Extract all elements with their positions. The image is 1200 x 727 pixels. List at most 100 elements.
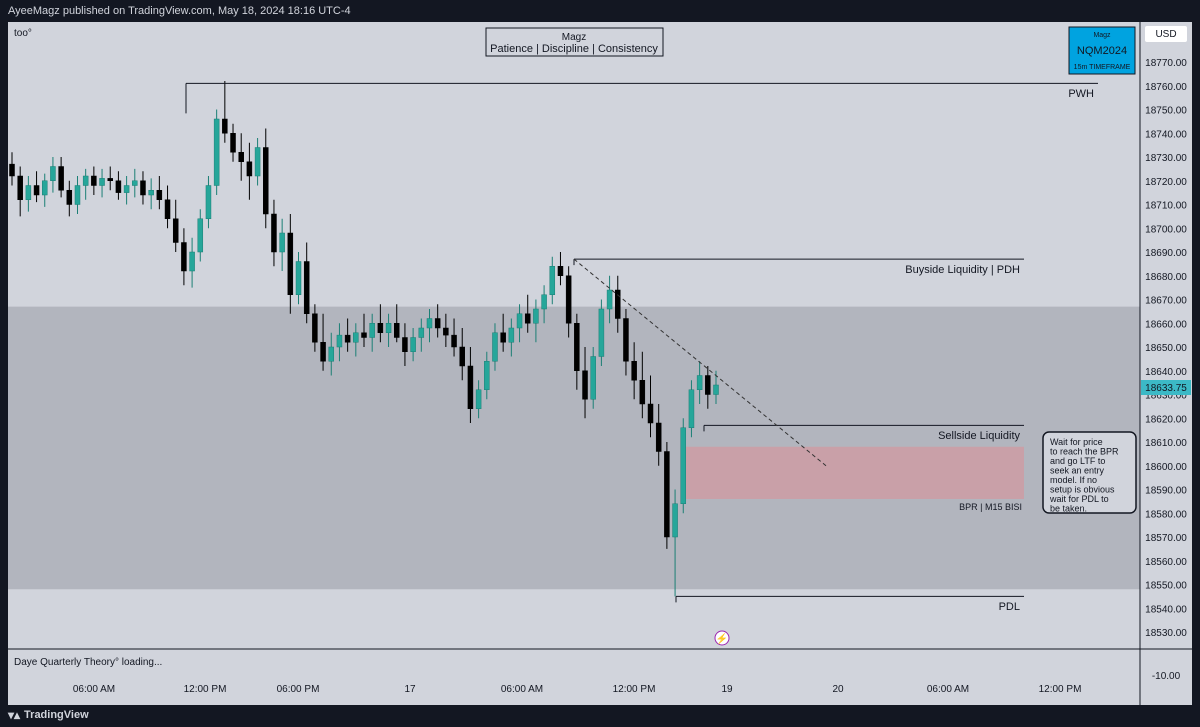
candle-body bbox=[443, 327, 449, 336]
candle-body bbox=[647, 403, 654, 424]
candle-body bbox=[172, 218, 179, 243]
candle-body bbox=[590, 356, 596, 400]
price-axis-label: 18720.00 bbox=[1145, 177, 1187, 188]
indicator-status: Daye Quarterly Theory° loading... bbox=[14, 657, 162, 668]
badge-timeframe: 15m TIMEFRAME bbox=[1074, 64, 1131, 71]
pdl-label: PDL bbox=[999, 601, 1020, 613]
candle-body bbox=[287, 232, 294, 295]
price-axis-label: 18650.00 bbox=[1145, 343, 1187, 354]
time-axis-label: 06:00 AM bbox=[927, 684, 969, 695]
time-axis[interactable]: 06:00 AM 12:00 PM 06:00 PM 17 06:00 AM 12:00 … bbox=[73, 684, 1082, 695]
candle-body bbox=[664, 451, 670, 538]
currency-box[interactable] bbox=[1145, 26, 1187, 42]
candles bbox=[9, 81, 719, 597]
top-bar: AyeeMagz published on TradingView.com, M… bbox=[0, 0, 1200, 22]
candle-body bbox=[672, 503, 678, 538]
flash-icon-glyph: ⚡ bbox=[716, 632, 728, 645]
candle-body bbox=[279, 232, 285, 253]
candle-body bbox=[574, 323, 580, 371]
bpr-label: BPR | M15 BISI bbox=[959, 502, 1022, 512]
candle-body bbox=[598, 308, 605, 357]
candle-body bbox=[320, 342, 326, 362]
candle-body bbox=[205, 185, 212, 219]
candle-body bbox=[688, 389, 695, 428]
candle-body bbox=[582, 370, 588, 400]
time-axis-label: 19 bbox=[721, 684, 733, 695]
candle-body bbox=[197, 218, 204, 253]
candle-body bbox=[615, 289, 621, 319]
tradingview-brand: TradingView bbox=[24, 709, 89, 721]
price-axis-label: 18610.00 bbox=[1145, 438, 1187, 449]
title-box bbox=[485, 27, 664, 57]
candle-body bbox=[655, 422, 662, 452]
symbol-short: too° bbox=[14, 28, 32, 39]
candle-body bbox=[426, 318, 433, 329]
price-axis-label: 18600.00 bbox=[1145, 462, 1187, 473]
price-axis-label: 18570.00 bbox=[1145, 533, 1187, 544]
candle-body bbox=[33, 185, 40, 196]
candle-body bbox=[631, 361, 637, 381]
candle-body bbox=[25, 185, 32, 200]
candle-body bbox=[500, 332, 506, 343]
time-axis-label: 06:00 PM bbox=[277, 684, 320, 695]
candle-body bbox=[66, 190, 73, 205]
price-axis-label: 18620.00 bbox=[1145, 414, 1187, 425]
levels bbox=[185, 82, 1098, 603]
candle-body bbox=[492, 332, 498, 362]
candle-body bbox=[246, 161, 253, 177]
candle-body bbox=[361, 332, 367, 338]
candle-body bbox=[524, 313, 531, 324]
candle-body bbox=[115, 180, 122, 193]
candle-body bbox=[91, 175, 97, 186]
time-axis-label: 20 bbox=[832, 684, 844, 695]
candle-body bbox=[705, 375, 711, 395]
candle-body bbox=[271, 213, 277, 253]
price-axis-label: 18740.00 bbox=[1145, 129, 1187, 140]
candle-body bbox=[238, 152, 244, 162]
price-axis-label: 18690.00 bbox=[1145, 248, 1187, 259]
candle-body bbox=[303, 261, 310, 314]
candle-body bbox=[353, 332, 359, 343]
candle-body bbox=[222, 118, 228, 134]
candle-body bbox=[295, 261, 302, 295]
candle-body bbox=[393, 323, 400, 338]
chart-svg[interactable]: 18770.00 18760.00 18750.00 18740.00 18730.00… bbox=[0, 0, 1200, 705]
tradingview-logo[interactable]: ▾▴ TradingView bbox=[8, 708, 89, 722]
candle-body bbox=[557, 266, 564, 276]
candle-body bbox=[434, 318, 441, 329]
candle-body bbox=[107, 178, 113, 181]
time-axis-label: 06:00 AM bbox=[73, 684, 115, 695]
candle-body bbox=[402, 337, 408, 352]
candle-body bbox=[58, 166, 64, 191]
candle-body bbox=[385, 323, 392, 333]
candle-body bbox=[123, 185, 130, 193]
badge-top: Magz bbox=[1093, 32, 1111, 39]
candle-body bbox=[9, 163, 15, 177]
price-axis-label: 18750.00 bbox=[1145, 106, 1187, 117]
candle-body bbox=[565, 275, 572, 324]
candle-body bbox=[713, 384, 719, 395]
bpr-zone bbox=[686, 446, 1024, 499]
current-price-tag bbox=[1141, 380, 1191, 395]
price-axis-label: 18660.00 bbox=[1145, 319, 1187, 330]
candle-body bbox=[254, 147, 261, 177]
candle-body bbox=[680, 427, 687, 504]
candle-body bbox=[213, 118, 220, 186]
candle-body bbox=[467, 365, 474, 409]
price-axis-label: 18680.00 bbox=[1145, 272, 1187, 283]
candle-body bbox=[148, 190, 154, 196]
note-box bbox=[1042, 431, 1137, 514]
candle-body bbox=[230, 133, 236, 153]
candle-body bbox=[623, 318, 629, 362]
sellside-label: Sellside Liquidity bbox=[938, 430, 1020, 442]
price-axis-label: 18630.00 bbox=[1145, 391, 1187, 402]
time-axis-label: 06:00 AM bbox=[501, 684, 543, 695]
note-text: Wait for price to reach the BPR and go LTF… bbox=[1049, 437, 1119, 514]
price-axis[interactable]: 18770.00 18760.00 18750.00 18740.00 18730.00… bbox=[1145, 58, 1187, 639]
price-axis-label: 18670.00 bbox=[1145, 296, 1187, 307]
flash-icon[interactable] bbox=[714, 630, 730, 646]
price-axis-label: 18770.00 bbox=[1145, 58, 1187, 69]
price-axis-label: 18590.00 bbox=[1145, 486, 1187, 497]
candle-body bbox=[377, 323, 384, 333]
candle-body bbox=[541, 294, 547, 310]
